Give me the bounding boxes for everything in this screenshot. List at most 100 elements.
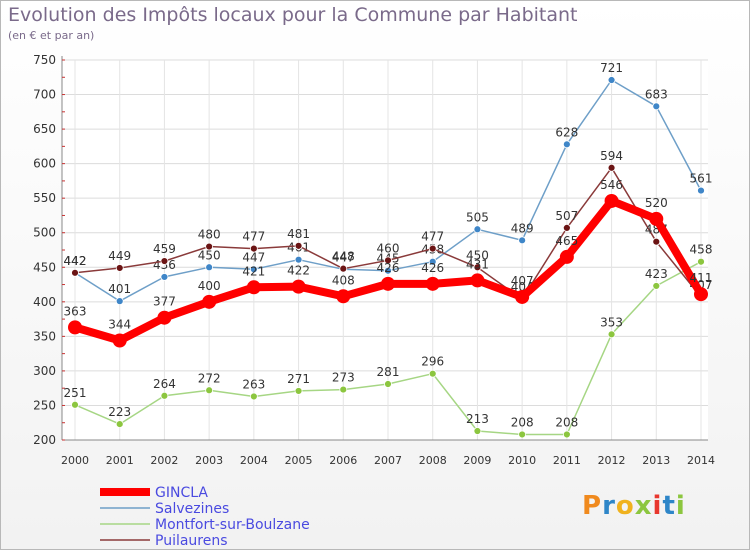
x-tick-label: 2001 [106,454,134,467]
data-label: 505 [466,210,489,224]
y-tick-label: 650 [33,122,56,136]
y-tick-label: 700 [33,88,56,102]
x-tick-label: 2002 [150,454,178,467]
data-label: 447 [242,250,265,264]
data-point [604,193,619,208]
data-point [384,266,392,275]
data-label: 344 [108,318,131,332]
data-label: 272 [198,371,221,385]
data-label: 408 [332,273,355,287]
data-label: 421 [242,264,265,278]
data-label: 561 [690,172,713,186]
x-tick-label: 2000 [61,454,89,467]
data-label: 507 [555,209,578,223]
data-point [515,289,530,304]
data-point [652,282,661,290]
legend-label: GINCLA [155,485,208,501]
proxiti-logo: Proxiti [582,491,686,521]
y-tick-label: 600 [33,157,56,171]
data-point [205,242,214,251]
data-point [562,223,571,232]
y-tick-label: 350 [33,329,56,343]
data-label: 407 [511,274,534,288]
data-label: 223 [108,405,131,419]
data-point [473,225,482,234]
logo-letter: t [662,491,676,521]
data-point [652,237,661,246]
data-label: 208 [511,415,534,429]
data-point [562,140,571,149]
x-tick-label: 2012 [598,454,626,467]
data-point [115,420,124,429]
data-label: 423 [645,267,668,281]
logo-letter: P [582,491,603,521]
x-tick-label: 2008 [419,454,447,467]
data-label: 459 [153,242,176,256]
data-label: 273 [332,371,355,385]
legend-label: Montfort-sur-Boulzane [155,517,310,533]
data-point [115,297,124,306]
data-point [291,279,306,294]
series-gincla: 363 344 377 400 421 422 408 426 426 431 407 465 546 5… [64,178,713,348]
data-point [205,386,214,395]
data-point [425,276,440,291]
data-label: 628 [555,125,578,139]
logo-letter: i [675,491,686,521]
data-label: 271 [287,372,310,386]
data-point [160,257,169,265]
x-tick-label: 2003 [195,454,223,467]
data-point [205,263,214,272]
plot-area [62,60,708,440]
data-point [428,369,437,378]
data-point [71,268,79,277]
data-label: 448 [332,250,355,264]
data-point [336,289,351,304]
data-point [246,280,261,295]
series-salvezines: 4424014364504474614474454585054896287216… [64,61,713,306]
data-point [518,430,527,439]
data-label: 442 [64,254,87,268]
data-point [607,163,616,172]
y-tick-label: 550 [33,191,56,205]
chart-subtitle: (en € et par an) [8,29,95,42]
data-label: 213 [466,412,489,426]
data-label: 426 [421,261,444,275]
logo-letter: o [615,491,635,521]
data-label: 400 [198,279,221,293]
y-tick-label: 250 [33,398,56,412]
data-label: 520 [645,196,668,210]
data-point [473,427,482,435]
data-label: 264 [153,377,176,391]
data-label: 458 [690,243,713,257]
x-tick-label: 2009 [463,454,491,467]
y-tick-label: 200 [33,433,56,447]
data-point [381,276,395,291]
data-label: 594 [600,149,623,163]
data-point [71,400,79,409]
data-point [294,255,303,264]
data-point [249,244,258,253]
data-label: 281 [377,365,400,379]
x-tick-label: 2011 [553,454,581,467]
data-label: 460 [377,241,400,255]
data-label: 489 [511,221,534,235]
data-label: 296 [421,355,444,369]
y-tick-label: 450 [33,260,56,274]
data-point [160,273,169,281]
x-tick-label: 2010 [508,454,536,467]
data-point [202,294,217,309]
data-point [384,380,392,388]
data-label: 721 [600,61,623,75]
data-label: 411 [690,271,713,285]
data-label: 422 [287,264,310,278]
data-label: 401 [108,282,131,296]
data-point [694,287,708,302]
data-point [607,330,616,339]
data-label: 477 [242,230,265,244]
data-point [339,385,348,394]
data-point [470,273,485,288]
chart-title: Evolution des Impôts locaux pour la Comm… [8,4,578,26]
data-label: 477 [421,230,444,244]
data-point [607,76,616,84]
